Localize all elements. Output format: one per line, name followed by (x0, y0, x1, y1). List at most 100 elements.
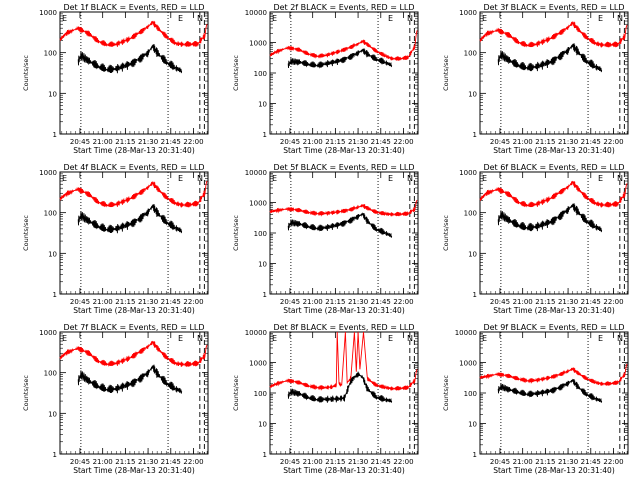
x-tick-label: 21:15 (535, 298, 555, 306)
y-tick-label: 100 (464, 390, 477, 398)
x-tick-label: 21:30 (138, 458, 158, 466)
y-tick-label: 1000 (39, 9, 57, 17)
y-tick-label: 10000 (245, 169, 267, 177)
y-axis-label: Counts/sec (232, 375, 240, 411)
series-events-line (497, 43, 603, 73)
y-tick-label: 1 (473, 131, 477, 139)
y-tick-label: 1000 (39, 169, 57, 177)
x-tick-label: 21:30 (558, 138, 578, 146)
y-tick-label: 10 (48, 90, 57, 98)
y-tick-label: 10 (258, 101, 267, 109)
y-tick-label: 1000 (459, 360, 477, 368)
detector-panel-6: Det 6f BLACK = Events, RED = LLD Counts/s… (442, 163, 629, 315)
y-tick-label: 100 (254, 230, 267, 238)
x-tick-label: 21:15 (115, 138, 135, 146)
x-tick-label: 21:30 (348, 138, 368, 146)
x-tick-label: 21:00 (93, 458, 113, 466)
x-tick-label: 21:45 (581, 458, 601, 466)
x-axis-label: Start Time (28-Mar-13 20:31:40) (283, 146, 405, 155)
x-tick-label: 22:00 (183, 298, 203, 306)
x-tick-label: 21:45 (371, 458, 391, 466)
flag-label: E (598, 174, 603, 183)
detector-panel-3: Det 3f BLACK = Events, RED = LLD Counts/s… (442, 3, 629, 155)
flag-label: E (598, 334, 603, 343)
x-tick-label: 21:00 (93, 298, 113, 306)
y-axis-label: Counts/sec (232, 55, 240, 91)
x-tick-label: 21:00 (513, 458, 533, 466)
series-events-line (287, 212, 393, 238)
y-tick-label: 1000 (249, 40, 267, 48)
flag-label: E (272, 14, 277, 23)
y-tick-label: 10000 (455, 329, 477, 337)
y-tick-label: 10 (258, 261, 267, 269)
plot-frame (59, 331, 209, 455)
x-tick-label: 21:00 (513, 138, 533, 146)
y-axis-label: Counts/sec (442, 215, 450, 251)
x-tick-label: 21:15 (535, 138, 555, 146)
detector-panel-9: Det 9f BLACK = Events, RED = LLD Counts/s… (442, 323, 629, 475)
flag-label: N (197, 334, 203, 343)
detector-panel-4: Det 4f BLACK = Events, RED = LLD Counts/s… (22, 163, 209, 315)
y-axis-label: Counts/sec (442, 375, 450, 411)
x-tick-label: 21:45 (161, 298, 181, 306)
flag-label: E (388, 334, 393, 343)
y-tick-label: 1 (263, 291, 267, 299)
x-tick-label: 21:30 (348, 298, 368, 306)
x-axis-label: Start Time (28-Mar-13 20:31:40) (73, 466, 195, 475)
flag-label: E (388, 14, 393, 23)
series-events-line (497, 203, 603, 233)
series-lld-line (479, 363, 628, 387)
y-tick-label: 100 (254, 70, 267, 78)
y-tick-label: 1000 (39, 329, 57, 337)
series-lld-line (479, 21, 628, 48)
y-tick-label: 100 (464, 210, 477, 218)
flag-label: E (272, 334, 277, 343)
x-tick-label: 21:15 (325, 458, 345, 466)
x-tick-label: 22:00 (393, 298, 413, 306)
series-lld-line (59, 20, 208, 48)
x-tick-label: 21:45 (161, 458, 181, 466)
flag-label: N (197, 14, 203, 23)
series-lld-line (59, 180, 208, 208)
x-tick-label: 22:00 (183, 138, 203, 146)
panel-title: Det 3f BLACK = Events, RED = LLD (483, 3, 624, 12)
panel-title: Det 2f BLACK = Events, RED = LLD (273, 3, 414, 12)
detector-panel-7: Det 7f BLACK = Events, RED = LLD Counts/s… (22, 323, 209, 475)
series-events-line (77, 203, 183, 234)
y-tick-label: 10 (258, 421, 267, 429)
panel-title: Det 5f BLACK = Events, RED = LLD (273, 163, 414, 172)
flag-label: N (617, 174, 623, 183)
y-tick-label: 10000 (245, 9, 267, 17)
series-events-line (287, 48, 393, 69)
x-tick-label: 21:30 (558, 458, 578, 466)
x-tick-label: 21:45 (581, 138, 601, 146)
y-tick-label: 1000 (249, 200, 267, 208)
x-tick-label: 21:30 (558, 298, 578, 306)
x-tick-label: 21:45 (581, 298, 601, 306)
x-tick-label: 21:00 (303, 458, 323, 466)
y-tick-label: 100 (464, 50, 477, 58)
y-tick-label: 10 (468, 250, 477, 258)
panel-title: Det 9f BLACK = Events, RED = LLD (483, 323, 624, 332)
y-tick-label: 1 (473, 291, 477, 299)
series-lld-line (269, 30, 418, 62)
flag-label: E (62, 14, 67, 23)
detector-panel-5: Det 5f BLACK = Events, RED = LLD Counts/s… (232, 163, 419, 315)
y-tick-label: 1 (53, 291, 57, 299)
x-tick-label: 22:00 (603, 138, 623, 146)
x-axis-label: Start Time (28-Mar-13 20:31:40) (493, 306, 615, 315)
x-tick-label: 22:00 (603, 298, 623, 306)
y-tick-label: 10 (468, 90, 477, 98)
series-lld-line (269, 199, 418, 217)
flag-label: E (272, 174, 277, 183)
x-tick-label: 20:45 (280, 138, 300, 146)
x-tick-label: 20:45 (70, 138, 90, 146)
y-tick-label: 10 (48, 410, 57, 418)
y-tick-label: 10 (48, 250, 57, 258)
y-tick-label: 1 (53, 451, 57, 459)
x-tick-label: 21:00 (303, 138, 323, 146)
y-tick-label: 1 (473, 451, 477, 459)
x-tick-label: 21:00 (93, 138, 113, 146)
flag-label: N (407, 174, 413, 183)
x-tick-label: 21:30 (138, 298, 158, 306)
